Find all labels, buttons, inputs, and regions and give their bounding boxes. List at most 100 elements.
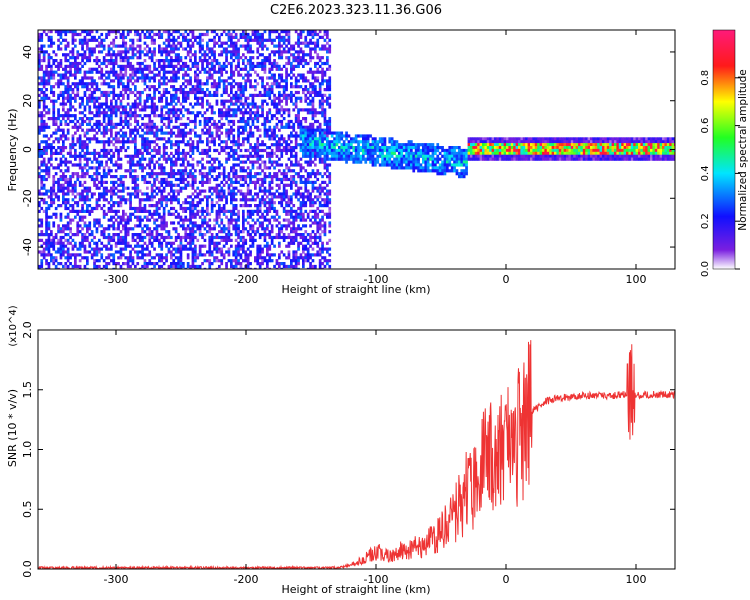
spectrogram-cell <box>153 114 156 118</box>
spectrogram-cell <box>167 157 171 161</box>
spectrogram-cell <box>40 76 44 80</box>
spectrogram-cell <box>45 96 48 100</box>
spectrogram-cell <box>239 82 243 86</box>
spectrogram-cell <box>210 64 214 68</box>
spectrogram-cell <box>275 102 279 106</box>
spectrogram-cell <box>66 131 70 135</box>
spectrogram-cell <box>122 32 125 37</box>
spectrogram-cell <box>256 230 260 234</box>
spectrogram-cell <box>249 102 252 106</box>
spectrogram-cell <box>225 215 228 219</box>
spectrogram-cell <box>134 137 137 141</box>
spectrogram-cell <box>254 88 257 92</box>
spectrogram-cell <box>270 175 274 179</box>
spectrogram-cell <box>213 93 216 97</box>
spectrogram-cell <box>256 105 260 109</box>
spectrogram-cell <box>117 82 120 86</box>
spectrogram-cell <box>124 148 128 153</box>
spectrogram-cell <box>232 166 236 170</box>
spectrogram-cell <box>258 114 262 118</box>
spectrogram-cell <box>280 163 284 167</box>
spectrogram-cell <box>261 227 264 231</box>
spectrogram-cell <box>237 227 240 231</box>
spectrogram-cell <box>52 85 56 89</box>
spectrogram-cell <box>143 157 147 161</box>
spectrogram-cell <box>177 172 180 176</box>
spectrogram-cell <box>42 93 46 97</box>
spectrogram-cell <box>102 244 106 248</box>
spectrogram-cell <box>45 267 48 269</box>
spectrogram-cell <box>150 35 154 39</box>
spectrogram-cell <box>184 166 188 170</box>
spectrogram-cell <box>218 134 221 138</box>
spectrogram-cell <box>261 111 264 115</box>
spectrogram-cell <box>292 264 296 269</box>
spectrogram-cell <box>225 79 228 83</box>
spectrogram-cell <box>98 264 101 269</box>
spectrogram-cell <box>102 204 106 208</box>
spectrogram-cell <box>71 172 75 176</box>
spectrogram-cell <box>244 175 248 179</box>
spectrogram-cell <box>50 163 53 167</box>
spectrogram-cell <box>93 105 96 109</box>
spectrogram-cell <box>86 76 89 80</box>
spectrogram-cell <box>38 151 41 155</box>
spectrogram-cell <box>174 73 178 77</box>
spectrogram-cell <box>182 90 185 95</box>
spectrogram-cell <box>287 233 291 237</box>
spectrogram-cell <box>162 195 166 199</box>
spectrogram-cell <box>177 88 180 92</box>
spectrogram-cell <box>292 125 296 129</box>
spectrogram-cell <box>47 82 51 86</box>
spectrogram-cell <box>191 256 195 260</box>
spectrogram-cell <box>285 140 288 144</box>
spectrogram-cell <box>232 227 236 231</box>
spectrogram-cell <box>42 160 46 164</box>
spectrogram-cell <box>71 61 75 66</box>
spectrogram-cell <box>52 61 56 66</box>
spectrogram-cell <box>203 166 207 170</box>
spectrogram-cell <box>290 183 293 187</box>
spectrogram-cell <box>112 96 116 100</box>
spectrogram-cell <box>59 241 63 245</box>
spectrogram-cell <box>170 198 173 202</box>
spectrogram-cell <box>186 233 190 237</box>
spectrogram-cell <box>112 125 116 129</box>
spectrogram-cell <box>95 30 99 34</box>
spectrogram-cell <box>95 241 99 245</box>
spectrogram-cell <box>110 114 113 118</box>
spectrogram-cell <box>122 134 125 138</box>
spectrogram-cell <box>131 192 135 196</box>
spectrogram-cell <box>210 93 214 97</box>
spectrogram-cell <box>83 189 87 193</box>
spectrogram-cell <box>81 96 84 100</box>
spectrogram-cell <box>83 56 87 60</box>
spectrogram-cell <box>110 67 113 71</box>
spectrogram-cell <box>124 47 128 51</box>
spectrogram-cell <box>196 96 200 100</box>
spectrogram-cell <box>98 154 101 158</box>
spectrogram-cell <box>81 47 84 51</box>
spectrogram-cell <box>285 204 288 208</box>
spectrogram-cell <box>150 111 154 115</box>
spectrogram-cell <box>62 250 65 254</box>
spectrogram-cell <box>268 70 272 74</box>
spectrogram-cell <box>256 41 260 45</box>
spectrogram-cell <box>237 64 240 68</box>
spectrogram-cell <box>167 61 171 66</box>
spectrogram-cell <box>141 163 144 167</box>
spectrogram-cell <box>102 125 106 129</box>
spectrogram-cell <box>215 250 219 254</box>
spectrogram-cell <box>184 131 188 135</box>
spectrogram-cell <box>256 177 260 182</box>
spectrogram-cell <box>210 73 214 77</box>
spectrogram-cell <box>112 90 116 95</box>
spectrogram-cell <box>54 119 58 124</box>
spectrogram-cell <box>246 140 250 144</box>
spectrogram-cell <box>246 233 250 237</box>
spectrogram-cell <box>162 157 166 161</box>
spectrogram-cell <box>258 177 262 182</box>
spectrogram-cell <box>201 244 204 248</box>
spectrogram-cell <box>242 85 245 89</box>
spectrogram-cell <box>268 154 272 158</box>
